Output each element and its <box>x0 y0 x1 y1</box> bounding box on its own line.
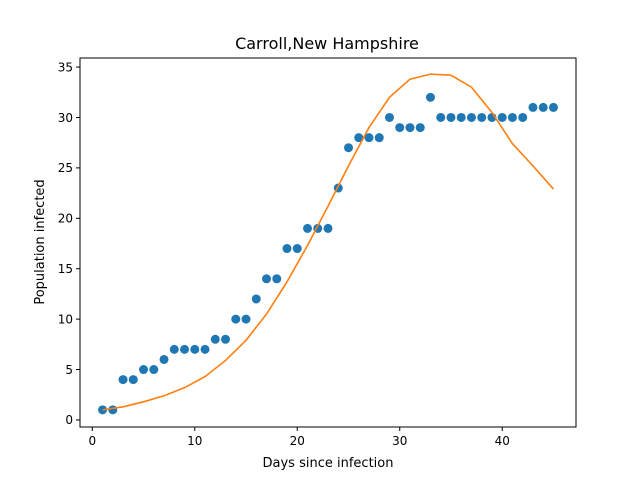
data-point <box>169 344 179 354</box>
data-point <box>538 102 548 112</box>
data-point <box>139 365 149 375</box>
data-point <box>262 274 272 284</box>
y-tick-label: 5 <box>65 363 73 377</box>
data-point <box>118 375 128 385</box>
data-point <box>344 143 353 153</box>
data-point <box>292 244 302 254</box>
data-point <box>518 112 528 122</box>
y-tick-label: 30 <box>58 111 73 125</box>
data-point <box>149 365 159 375</box>
plot-area <box>98 73 558 415</box>
data-point <box>231 314 241 324</box>
y-axis-label: Population infected <box>33 179 48 304</box>
data-point <box>251 294 261 304</box>
y-tick-label: 35 <box>58 60 73 74</box>
data-point <box>128 375 138 385</box>
data-point <box>436 112 446 122</box>
data-point <box>303 223 312 233</box>
data-point <box>241 314 251 324</box>
data-point <box>497 112 507 122</box>
data-point <box>466 112 476 122</box>
data-point <box>159 354 169 364</box>
y-tick-label: 0 <box>65 413 73 427</box>
y-tick-label: 10 <box>58 312 73 326</box>
data-point <box>200 344 210 354</box>
data-point <box>272 274 282 284</box>
data-point <box>210 334 220 344</box>
data-point <box>221 334 231 344</box>
y-axis: 0 5 10 15 20 25 30 35 <box>58 60 80 427</box>
fit-line <box>102 73 555 411</box>
data-point <box>528 102 538 112</box>
data-point <box>507 112 517 122</box>
x-tick-label: 0 <box>88 434 96 448</box>
data-point <box>405 123 415 133</box>
data-point <box>282 244 292 254</box>
axes-frame <box>79 57 577 428</box>
data-point <box>395 123 405 133</box>
data-point <box>323 223 333 233</box>
data-point <box>190 344 200 354</box>
y-tick-label: 20 <box>58 212 73 226</box>
data-point <box>354 133 364 143</box>
data-point <box>456 112 466 122</box>
data-point <box>374 133 384 143</box>
data-point <box>108 405 118 415</box>
data-point <box>477 112 487 122</box>
x-axis-label: Days since infection <box>263 456 394 471</box>
y-tick-label: 25 <box>58 161 73 175</box>
data-point <box>180 344 190 354</box>
x-tick-label: 20 <box>290 434 305 448</box>
x-axis: 0 10 20 30 40 <box>88 427 510 448</box>
x-tick-label: 10 <box>187 434 202 448</box>
y-tick-label: 15 <box>58 262 73 276</box>
data-point <box>415 123 425 133</box>
data-point <box>364 133 374 143</box>
data-point <box>548 102 558 112</box>
x-tick-label: 30 <box>392 434 407 448</box>
data-point <box>384 112 394 122</box>
data-point <box>425 92 435 102</box>
data-point <box>446 112 456 122</box>
x-tick-label: 40 <box>495 434 510 448</box>
chart-title: Carroll,New Hampshire <box>235 34 419 53</box>
